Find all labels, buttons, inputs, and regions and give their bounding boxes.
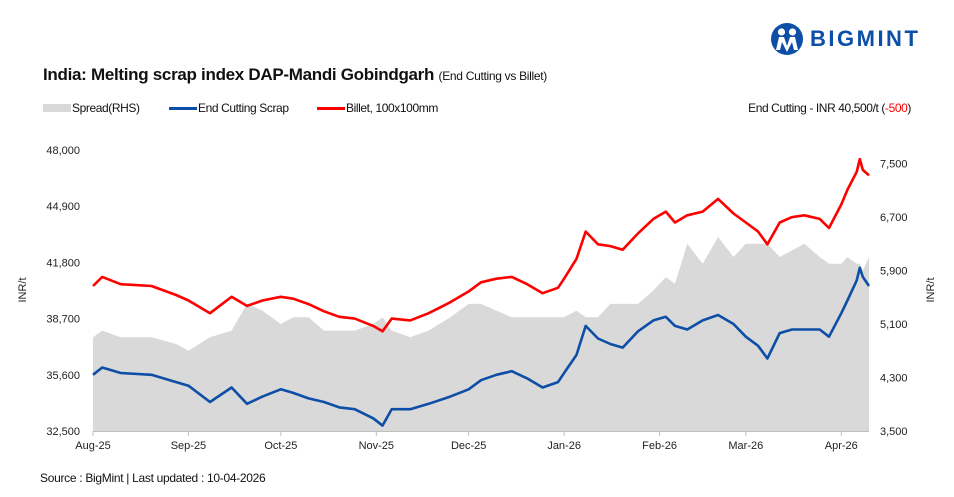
x-tick-label: Sep-25	[171, 440, 206, 452]
legend-swatch-scrap	[169, 106, 197, 110]
legend-label-billet: Billet, 100x100mm	[346, 101, 438, 115]
legend-swatch-spread	[43, 104, 71, 112]
logo-wordmark: BIGMINT	[810, 26, 921, 51]
spread-area	[93, 237, 869, 431]
left-tick-label: 35,600	[46, 370, 80, 382]
x-tick-label: Feb-26	[642, 440, 677, 452]
x-tick-label: Nov-25	[359, 440, 394, 452]
left-axis-title: INR/t	[17, 277, 29, 302]
right-tick-label: 6,700	[880, 212, 908, 224]
right-tick-label: 5,900	[880, 265, 908, 277]
right-tick-label: 4,300	[880, 372, 908, 384]
legend-spread: Spread(RHS)	[43, 101, 140, 115]
note-prefix: End Cutting - INR 40,500/t (	[748, 101, 885, 115]
legend-scrap: End Cutting Scrap	[169, 101, 289, 115]
x-tick-label: Oct-25	[264, 440, 297, 452]
chart-title: India: Melting scrap index DAP-Mandi Gob…	[43, 65, 547, 85]
x-tick-label: Jan-26	[547, 440, 581, 452]
x-tick-label: Dec-25	[451, 440, 486, 452]
right-axis-title: INR/t	[925, 277, 937, 302]
right-tick-label: 7,500	[880, 158, 908, 170]
legend-label-scrap: End Cutting Scrap	[198, 101, 289, 115]
scrap-line	[92, 266, 871, 427]
source-text: Source : BigMint | Last updated : 10-04-…	[40, 471, 266, 485]
logo-emblem-icon	[771, 23, 803, 55]
legend-billet: Billet, 100x100mm	[317, 101, 438, 115]
left-tick-label: 48,000	[46, 145, 80, 157]
chart-subtitle: (End Cutting vs Billet)	[438, 69, 548, 83]
x-tick-label: Apr-26	[825, 440, 858, 452]
price-note: End Cutting - INR 40,500/t (-500)	[748, 101, 911, 115]
billet-line	[92, 157, 870, 333]
legend-swatch-billet	[317, 106, 345, 110]
legend-label-spread: Spread(RHS)	[72, 101, 140, 115]
right-tick-label: 5,100	[880, 319, 908, 331]
x-tick-label: Aug-25	[75, 440, 110, 452]
left-tick-label: 38,700	[46, 314, 80, 326]
title-main: India: Melting scrap index DAP-Mandi Gob…	[43, 65, 435, 84]
left-tick-label: 44,900	[46, 201, 80, 213]
x-tick-label: Mar-26	[728, 440, 763, 452]
bigmint-logo: BIGMINT	[770, 22, 920, 56]
left-tick-label: 41,800	[46, 257, 80, 269]
right-tick-label: 3,500	[880, 426, 908, 438]
note-change: -500	[884, 101, 908, 115]
note-suffix: )	[907, 101, 911, 115]
left-tick-label: 32,500	[46, 426, 80, 438]
